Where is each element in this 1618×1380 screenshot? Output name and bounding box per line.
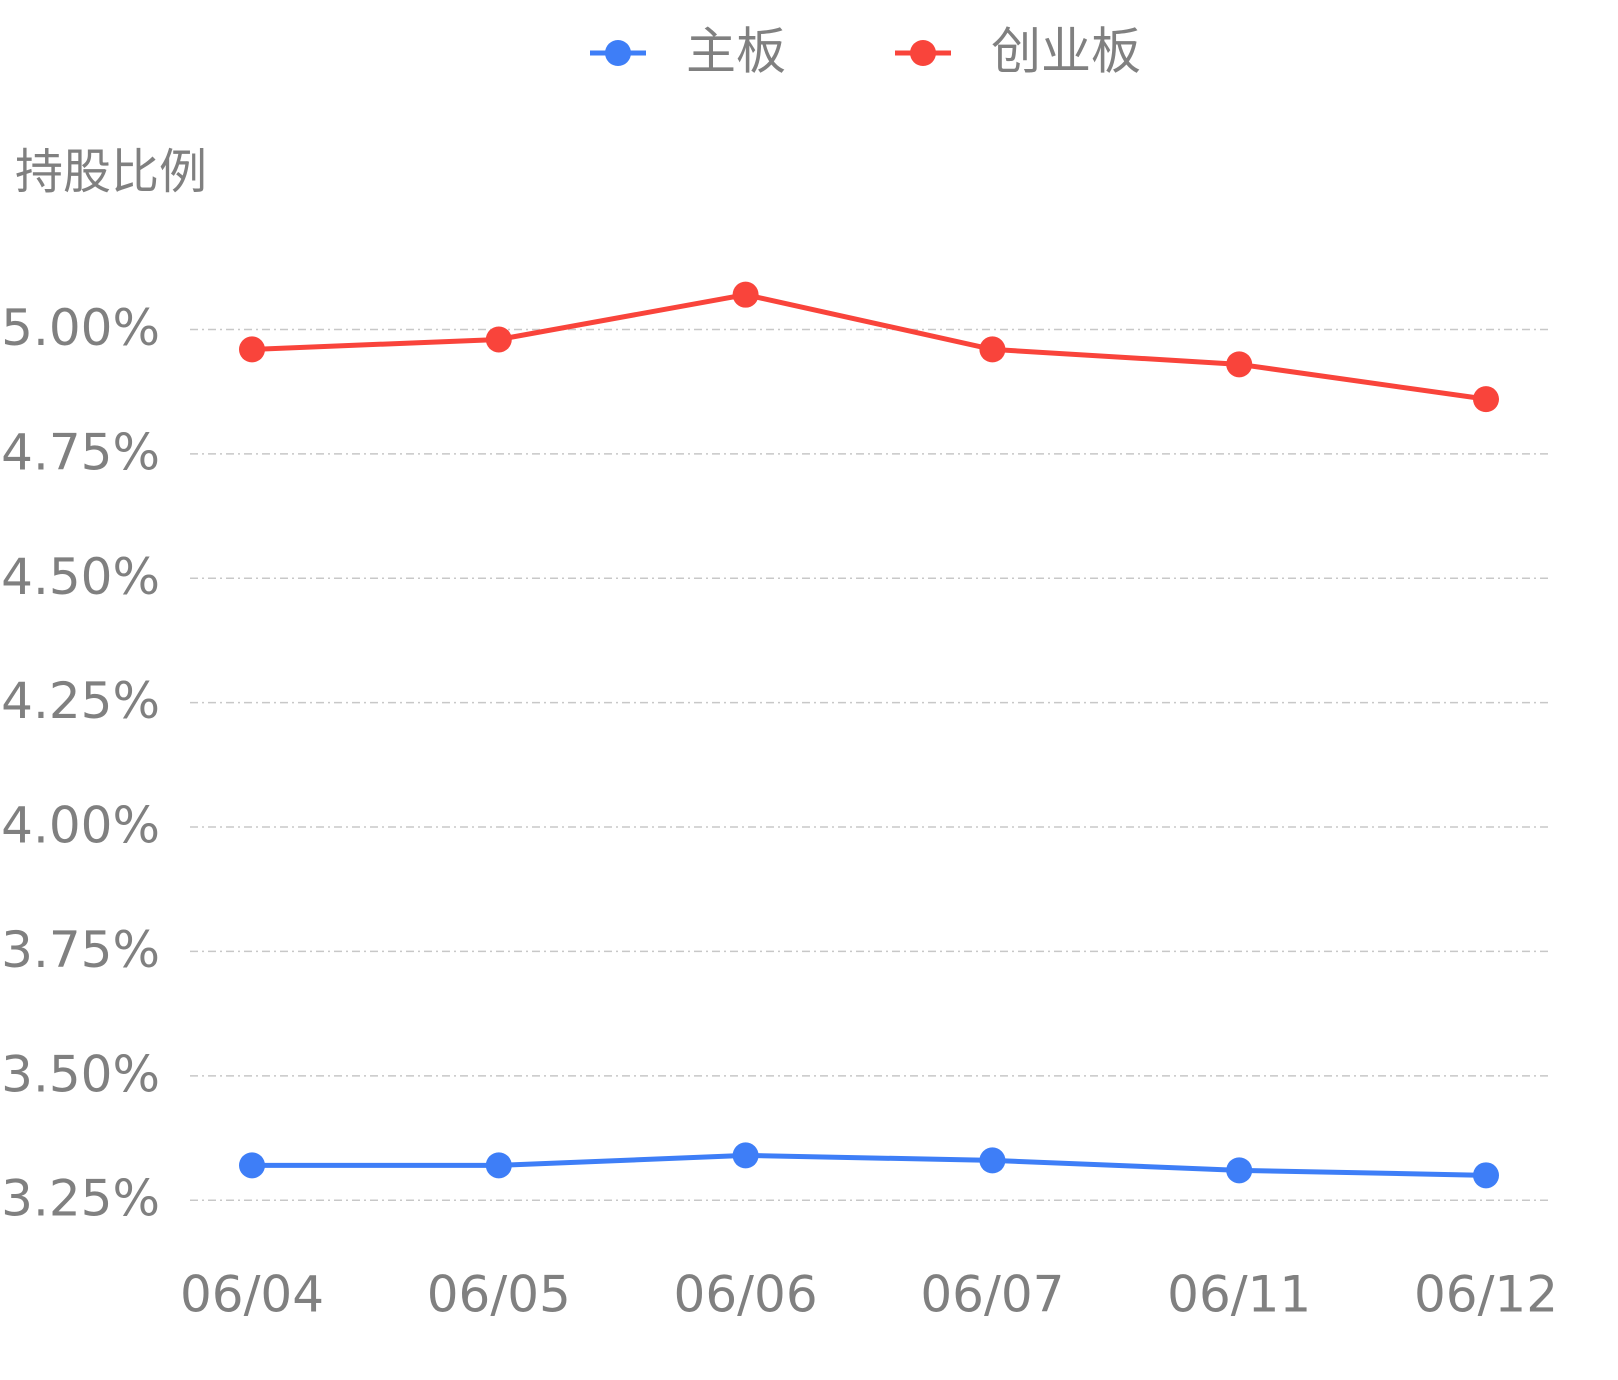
data-point <box>1226 351 1253 378</box>
y-tick-label: 4.25% <box>1 672 160 730</box>
y-tick-label: 3.25% <box>1 1170 160 1228</box>
legend-marker <box>910 40 936 66</box>
data-point <box>485 326 512 353</box>
data-point <box>979 1147 1006 1174</box>
x-tick-label: 06/05 <box>427 1266 571 1324</box>
legend-label: 主板 <box>686 23 786 81</box>
legend-label: 创业板 <box>991 23 1141 81</box>
data-point <box>979 336 1006 363</box>
y-tick-label: 4.75% <box>1 423 160 481</box>
data-point <box>1226 1157 1253 1184</box>
x-tick-label: 06/06 <box>674 1266 818 1324</box>
data-point <box>732 1142 759 1169</box>
data-point <box>732 281 759 308</box>
data-point <box>485 1152 512 1179</box>
series-line <box>252 1152 1487 1178</box>
y-tick-label: 3.75% <box>1 921 160 979</box>
y-axis-label: 持股比例 <box>15 144 207 200</box>
x-tick-label: 06/07 <box>920 1266 1064 1324</box>
x-tick-label: 06/12 <box>1414 1266 1558 1324</box>
legend-marker <box>605 40 631 66</box>
x-tick-label: 06/11 <box>1167 1266 1311 1324</box>
y-tick-label: 4.00% <box>1 797 160 855</box>
data-point <box>1473 386 1499 413</box>
y-tick-label: 5.00% <box>1 299 160 357</box>
data-point <box>239 1152 265 1179</box>
series-line <box>251 292 1487 402</box>
data-point <box>1473 1162 1499 1189</box>
x-tick-label: 06/04 <box>180 1266 324 1324</box>
y-tick-label: 3.50% <box>1 1045 160 1103</box>
y-tick-label: 4.50% <box>1 548 160 606</box>
data-point <box>239 336 265 363</box>
